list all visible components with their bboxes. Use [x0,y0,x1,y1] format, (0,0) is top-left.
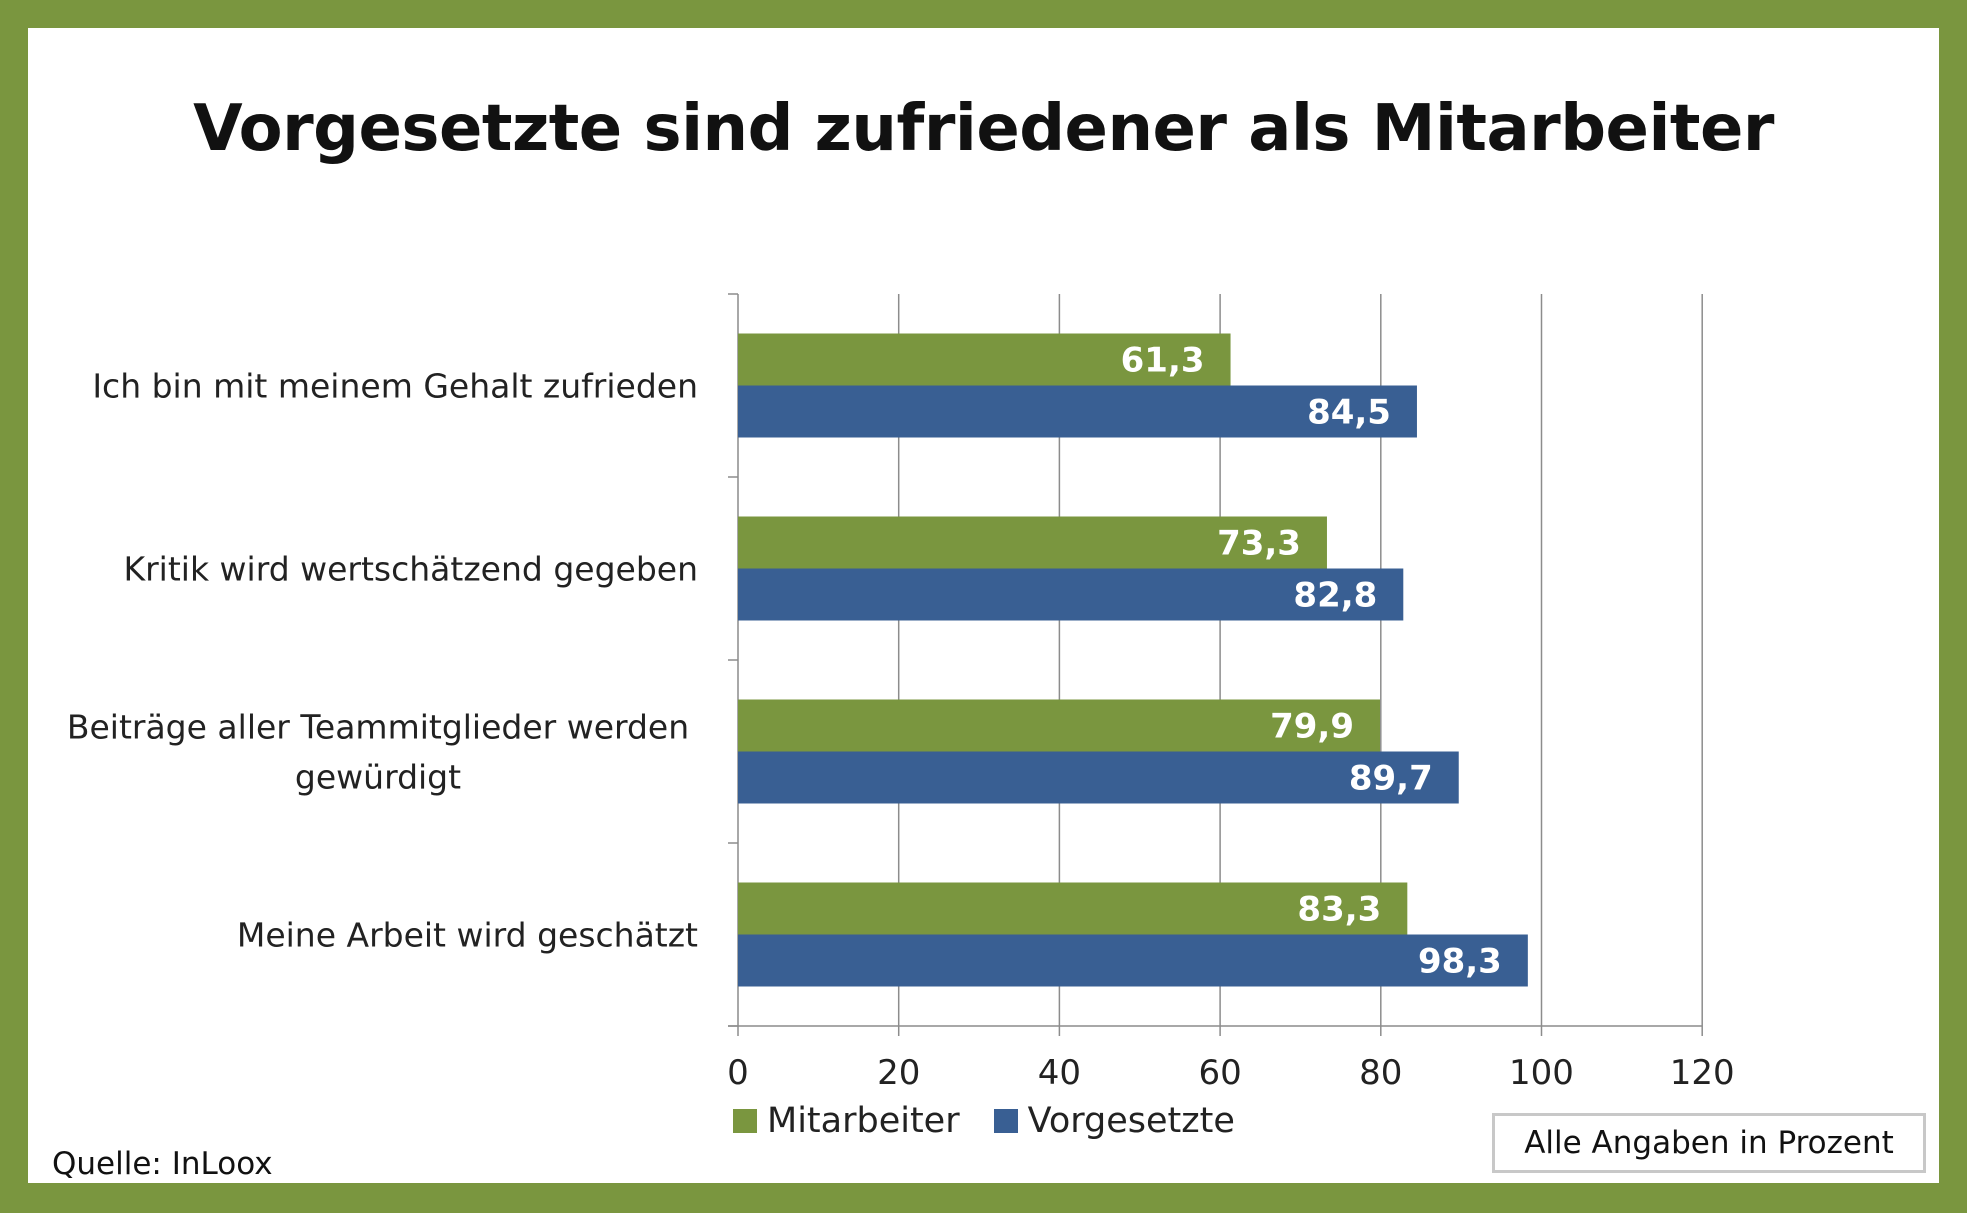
data-label: 84,5 [1307,393,1391,433]
legend-swatch-vorgesetzte [993,1109,1018,1133]
x-tick-label: 20 [877,1053,920,1093]
data-label: 83,3 [1297,890,1381,930]
data-label: 98,3 [1418,942,1502,982]
data-label: 82,8 [1293,576,1377,616]
x-tick-label: 120 [1670,1053,1735,1093]
bar-vorgesetzte [738,751,1459,804]
bar-mitarbeiter [738,333,1231,386]
bar-chart: 0 20 40 60 80 100 120 61,3 84,5 Ich bin mit meine… [67,293,1735,1093]
legend-item-mitarbeiter: Mitarbeiter [733,1101,960,1141]
data-label: 61,3 [1121,341,1205,381]
chart-frame: Vorgesetzte sind zufriedener als Mitarbe… [28,28,1939,1183]
legend-label-vorgesetzte: Vorgesetzte [1027,1101,1235,1141]
category-label: Beiträge aller Teammitglieder werden [67,708,689,747]
data-label: 73,3 [1217,524,1301,564]
bar-vorgesetzte [738,385,1417,438]
bar-mitarbeiter [738,882,1408,935]
x-tick-label: 0 [727,1053,749,1093]
bar-mitarbeiter [738,516,1327,569]
legend: Mitarbeiter Vorgesetzte [733,1101,1235,1141]
category-label: gewürdigt [295,758,461,797]
units-note: Alle Angaben in Prozent [1492,1113,1926,1173]
bar-vorgesetzte [738,568,1404,621]
chart-title: Vorgesetzte sind zufriedener als Mitarbe… [193,92,1774,166]
bar-vorgesetzte [738,934,1528,987]
category-label: Kritik wird wertschätzend gegeben [123,550,698,589]
category-label: Ich bin mit meinem Gehalt zufrieden [92,367,698,406]
units-note-text: Alle Angaben in Prozent [1524,1125,1894,1161]
source-label: Quelle: InLoox [52,1146,273,1182]
x-tick-label: 40 [1038,1053,1081,1093]
x-tick-label: 60 [1198,1053,1241,1093]
x-tick-label: 80 [1359,1053,1402,1093]
legend-swatch-mitarbeiter [733,1109,757,1133]
x-tick-label: 100 [1509,1053,1574,1093]
bar-mitarbeiter [738,699,1380,752]
data-label: 89,7 [1349,759,1433,799]
category-label: Meine Arbeit wird geschätzt [237,916,698,955]
data-label: 79,9 [1270,707,1354,747]
legend-label-mitarbeiter: Mitarbeiter [767,1101,960,1141]
legend-item-vorgesetzte: Vorgesetzte [993,1101,1235,1141]
